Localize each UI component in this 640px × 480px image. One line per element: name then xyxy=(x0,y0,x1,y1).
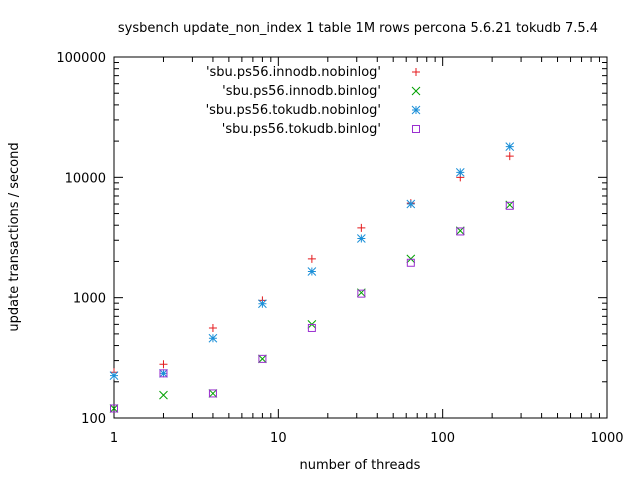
legend-label: 'sbu.ps56.tokudb.nobinlog' xyxy=(206,103,381,118)
data-point xyxy=(356,234,366,243)
y-tick-label: 1000 xyxy=(73,292,106,307)
legend-marker xyxy=(412,68,420,76)
data-point xyxy=(258,354,267,364)
y-axis-label: update transactions / second xyxy=(7,142,22,331)
x-tick-label: 1000 xyxy=(590,431,623,446)
data-point xyxy=(307,254,316,263)
data-point xyxy=(110,404,118,413)
data-point xyxy=(505,142,515,151)
data-point xyxy=(109,371,119,380)
data-point xyxy=(455,167,465,177)
data-point xyxy=(505,201,514,210)
x-axis-label: number of threads xyxy=(300,458,421,473)
data-point xyxy=(357,223,366,232)
legend-marker xyxy=(412,125,420,133)
legend-marker xyxy=(411,105,421,115)
legend-marker xyxy=(411,86,421,96)
data-point xyxy=(159,368,168,378)
legend-label: 'sbu.ps56.tokudb.binlog' xyxy=(222,122,381,137)
legend-label: 'sbu.ps56.innodb.nobinlog' xyxy=(206,65,381,80)
data-point xyxy=(258,354,267,363)
data-point xyxy=(307,267,317,276)
chart-title: sysbench update_non_index 1 table 1M row… xyxy=(118,21,598,36)
data-point xyxy=(159,390,168,400)
data-point xyxy=(505,152,514,161)
data-point xyxy=(208,333,218,343)
legend-label: 'sbu.ps56.innodb.binlog' xyxy=(222,84,381,99)
y-tick-label: 10000 xyxy=(65,171,106,186)
data-point xyxy=(208,389,218,398)
data-point xyxy=(208,389,217,398)
data-point xyxy=(109,404,119,413)
x-tick-label: 1 xyxy=(110,431,118,446)
data-point xyxy=(406,199,416,209)
data-point xyxy=(456,227,465,236)
data-point xyxy=(357,289,366,298)
x-tick-label: 10 xyxy=(270,431,287,446)
plot-frame xyxy=(113,56,608,419)
y-tick-label: 100 xyxy=(81,412,106,427)
data-point xyxy=(307,323,316,332)
data-point xyxy=(406,258,415,267)
data-point xyxy=(159,360,168,369)
y-tick-label: 100000 xyxy=(56,51,106,66)
data-point xyxy=(258,299,267,309)
data-point xyxy=(159,369,168,378)
x-tick-label: 100 xyxy=(430,431,455,446)
data-point xyxy=(208,323,217,332)
